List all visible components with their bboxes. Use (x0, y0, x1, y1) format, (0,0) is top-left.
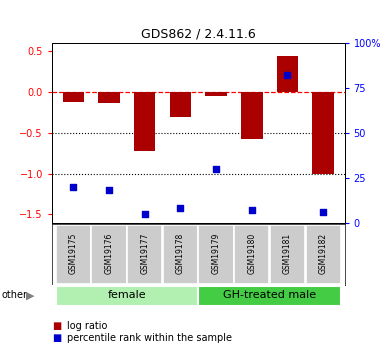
Bar (134, 92, 156, 151)
Point (177, 205, 184, 211)
Text: GSM19176: GSM19176 (105, 233, 114, 274)
Bar (241, 92, 263, 139)
Bar (55, 286, 198, 306)
Point (320, 209, 326, 215)
Point (142, 211, 148, 216)
Text: GSM19180: GSM19180 (247, 233, 256, 274)
Text: GH-treated male: GH-treated male (223, 290, 316, 300)
Point (70, 184, 77, 189)
Bar (91, 225, 127, 284)
Point (249, 207, 255, 213)
Text: GSM19182: GSM19182 (319, 233, 328, 274)
Text: percentile rank within the sample: percentile rank within the sample (67, 333, 232, 343)
Bar (170, 92, 191, 117)
Text: other: other (2, 290, 28, 300)
Text: ■: ■ (52, 333, 61, 343)
Bar (277, 56, 298, 92)
Text: female: female (107, 290, 146, 300)
Bar (127, 225, 162, 284)
Text: GSM19177: GSM19177 (140, 233, 149, 274)
Bar (198, 286, 341, 306)
Bar (313, 92, 334, 174)
Bar (306, 225, 341, 284)
Bar (206, 92, 227, 96)
Bar (198, 225, 234, 284)
Bar (163, 225, 198, 284)
Text: ■: ■ (52, 321, 61, 331)
Point (285, 73, 291, 78)
Bar (63, 92, 84, 102)
Text: GSM19179: GSM19179 (212, 233, 221, 274)
Text: GSM19178: GSM19178 (176, 233, 185, 274)
Point (213, 166, 219, 171)
Bar (98, 92, 120, 103)
Text: ▶: ▶ (26, 290, 35, 300)
Text: log ratio: log ratio (67, 321, 107, 331)
Point (106, 187, 112, 193)
Bar (234, 225, 270, 284)
Title: GDS862 / 2.4.11.6: GDS862 / 2.4.11.6 (141, 28, 256, 41)
Bar (56, 225, 91, 284)
Bar (270, 225, 305, 284)
Text: GSM19175: GSM19175 (69, 233, 78, 274)
Text: GSM19181: GSM19181 (283, 233, 292, 274)
